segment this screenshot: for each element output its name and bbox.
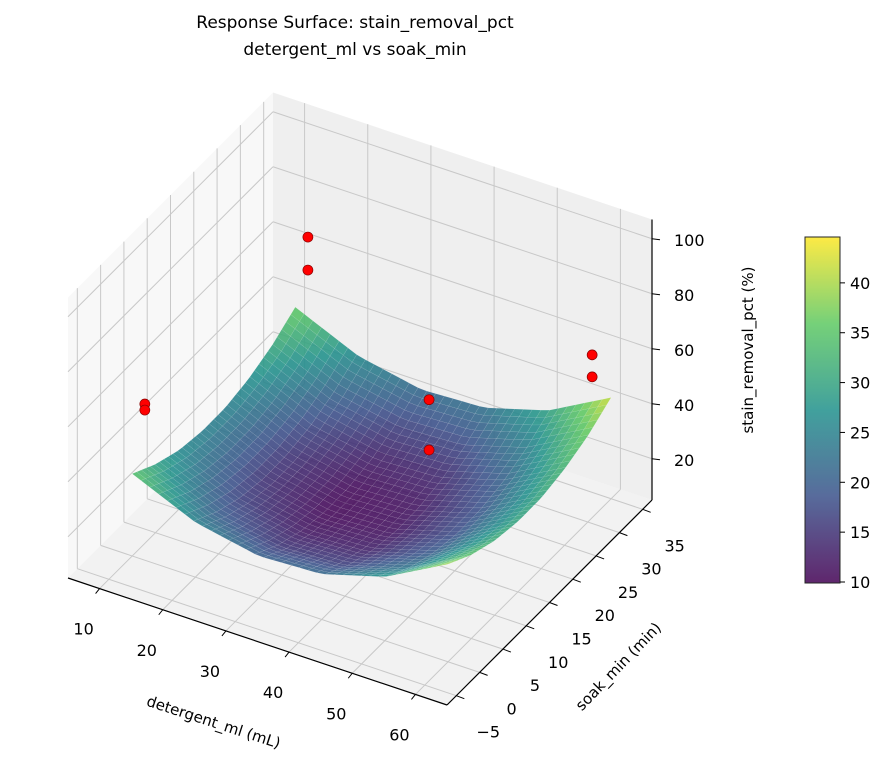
surface-patch bbox=[542, 478, 558, 487]
tick-label: 40 bbox=[263, 683, 283, 702]
grid-line bbox=[67, 221, 274, 428]
tick-mark bbox=[158, 609, 164, 616]
grid-line bbox=[67, 111, 274, 318]
tick-label: 60 bbox=[674, 341, 694, 360]
surface-patch bbox=[597, 397, 612, 408]
tick-label: 30 bbox=[200, 662, 220, 681]
surface-patch bbox=[439, 562, 453, 567]
tick-label: 20 bbox=[595, 606, 615, 625]
tick-label: 80 bbox=[674, 286, 694, 305]
tick-label: 15 bbox=[571, 630, 591, 649]
tick-mark bbox=[619, 532, 628, 537]
tick-label: 30 bbox=[641, 560, 661, 579]
tick-label: 40 bbox=[674, 396, 694, 415]
grid-line bbox=[100, 544, 480, 673]
tick-label: 20 bbox=[674, 451, 694, 470]
tick-label: 100 bbox=[674, 231, 705, 250]
colorbar bbox=[804, 236, 841, 584]
z-axis-label: stain_removal_pct (%) bbox=[739, 266, 758, 433]
grid-line bbox=[67, 166, 274, 373]
tick-mark bbox=[95, 588, 100, 594]
data-point bbox=[423, 394, 435, 406]
grid-line bbox=[272, 221, 653, 350]
tick-mark bbox=[651, 293, 661, 296]
tick-mark bbox=[595, 555, 605, 560]
grid-line bbox=[123, 521, 504, 650]
tick-mark bbox=[651, 403, 661, 406]
data-point bbox=[302, 231, 314, 243]
surface-patch bbox=[484, 537, 498, 544]
tick-mark bbox=[526, 625, 535, 630]
tick-label: 0 bbox=[507, 699, 517, 718]
tick-label: 35 bbox=[665, 536, 685, 555]
grid-line bbox=[272, 166, 653, 295]
data-point bbox=[423, 444, 435, 456]
data-point bbox=[302, 264, 314, 276]
colorbar-tick-label: 15 bbox=[850, 523, 870, 542]
grid-line bbox=[272, 111, 653, 240]
tick-label: 60 bbox=[389, 725, 409, 744]
tick-mark bbox=[651, 458, 661, 461]
grid-line bbox=[67, 331, 274, 538]
data-point bbox=[139, 404, 151, 416]
tick-label: 25 bbox=[618, 583, 638, 602]
grid-line bbox=[77, 568, 457, 697]
colorbar-tick-label: 25 bbox=[850, 423, 870, 442]
surface-patch bbox=[547, 472, 562, 481]
surface-patch bbox=[515, 509, 531, 517]
tick-mark bbox=[502, 648, 512, 653]
data-point bbox=[586, 349, 598, 361]
tick-mark bbox=[651, 348, 661, 351]
tick-mark bbox=[651, 238, 661, 241]
surface-patch bbox=[448, 558, 462, 563]
colorbar-tick-label: 20 bbox=[850, 473, 870, 492]
colorbar-tick-label: 40 bbox=[850, 274, 870, 293]
tick-label: −5 bbox=[477, 723, 501, 742]
tick-mark bbox=[221, 630, 227, 637]
tick-label: 5 bbox=[530, 676, 540, 695]
colorbar-tick-label: 35 bbox=[850, 324, 870, 343]
grid-line bbox=[272, 276, 653, 405]
tick-label: 50 bbox=[326, 704, 346, 723]
chart-title: Response Surface: stain_removal_pct bbox=[196, 13, 514, 33]
tick-mark bbox=[642, 508, 651, 513]
tick-label: 10 bbox=[548, 653, 568, 672]
colorbar-tick-label: 30 bbox=[850, 374, 870, 393]
x-axis-line bbox=[67, 577, 448, 706]
tick-mark bbox=[479, 671, 488, 676]
tick-mark bbox=[456, 695, 465, 700]
chart-subtitle: detergent_ml vs soak_min bbox=[243, 40, 467, 60]
colorbar-tick-label: 10 bbox=[850, 573, 870, 592]
tick-mark bbox=[411, 694, 416, 700]
grid-line bbox=[67, 276, 274, 483]
data-point bbox=[586, 371, 598, 383]
tick-mark bbox=[284, 651, 290, 658]
tick-mark bbox=[347, 672, 353, 679]
tick-label: 10 bbox=[73, 620, 93, 639]
tick-mark bbox=[572, 578, 581, 583]
surface-patch bbox=[529, 495, 544, 503]
tick-mark bbox=[549, 602, 558, 606]
tick-label: 20 bbox=[137, 641, 157, 660]
surface-patch bbox=[502, 522, 517, 529]
